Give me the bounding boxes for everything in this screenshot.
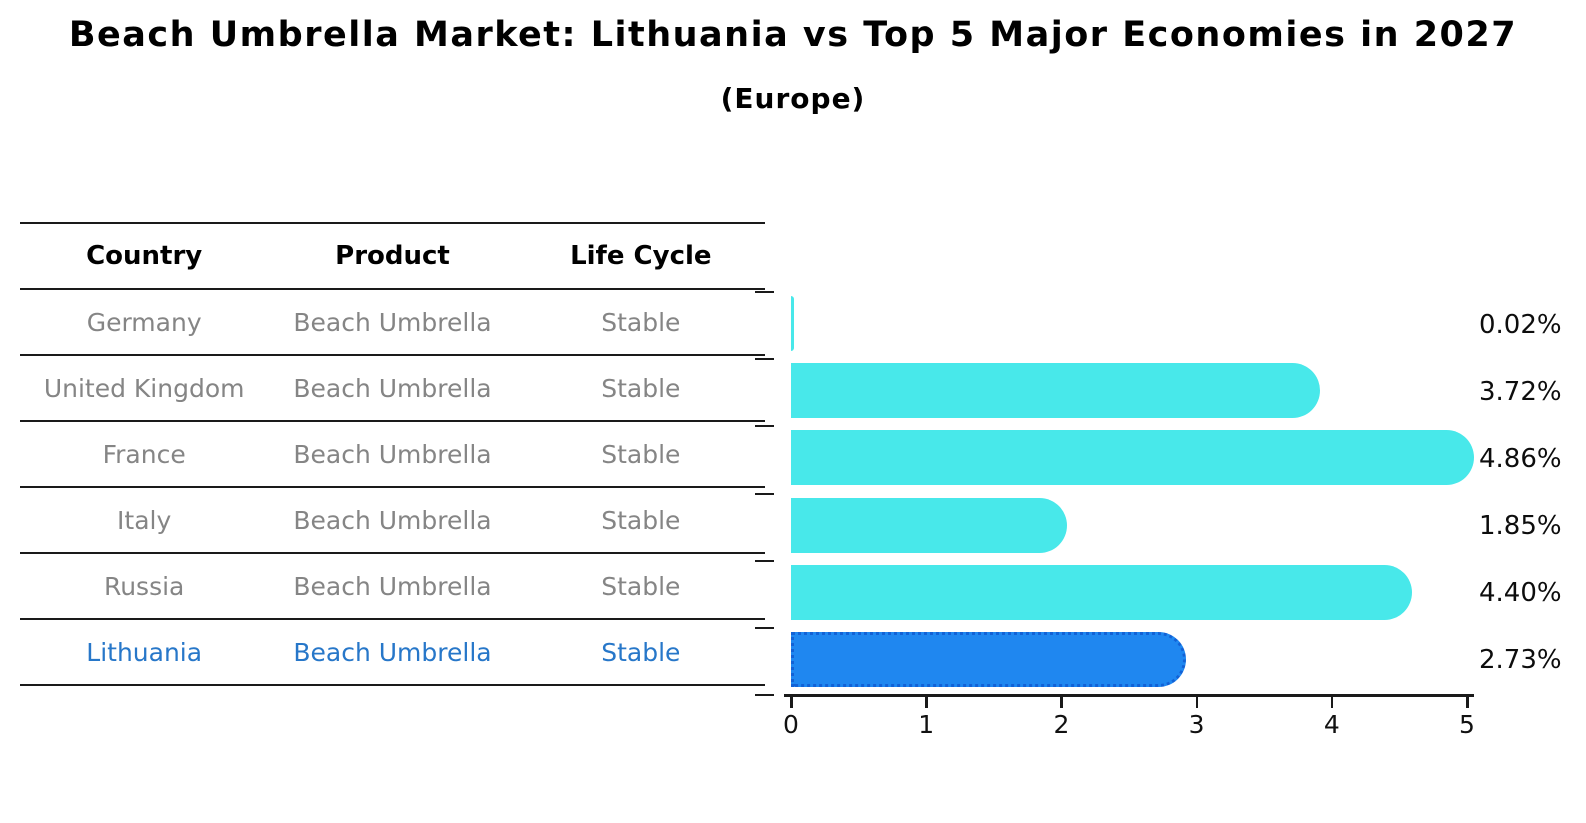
cell-life-cycle: Stable — [601, 505, 681, 535]
bar-france — [791, 430, 1475, 486]
x-axis-label-2: 2 — [1053, 710, 1070, 739]
bar-plot-area — [791, 292, 1475, 695]
header-life-cycle: Life Cycle — [570, 241, 712, 271]
x-axis-label-0: 0 — [783, 710, 799, 739]
chart-title: Beach Umbrella Market: Lithuania vs Top … — [68, 15, 1518, 55]
cell-product: Beach Umbrella — [293, 571, 492, 601]
value-label-france: 4.86% — [1479, 443, 1562, 474]
cell-life-cycle: Stable — [601, 373, 681, 403]
cell-country: Italy — [117, 505, 172, 535]
cell-country: Germany — [86, 307, 202, 337]
value-label-lithuania: 2.73% — [1479, 645, 1562, 676]
y-axis-tick — [755, 492, 774, 495]
x-axis-line — [784, 694, 1474, 697]
cell-country: Lithuania — [86, 637, 203, 667]
x-axis-tick — [1195, 697, 1199, 708]
table-row: Italy Beach Umbrella Stable — [20, 488, 765, 554]
value-label-italy: 1.85% — [1479, 511, 1562, 542]
bar-united-kingdom — [791, 363, 1320, 419]
bar-italy — [791, 497, 1068, 553]
table-row: Germany Beach Umbrella Stable — [20, 290, 765, 356]
x-axis-label-4: 4 — [1323, 710, 1340, 739]
y-axis-tick — [755, 559, 774, 562]
bar-russia — [791, 564, 1412, 620]
cell-life-cycle: Stable — [601, 307, 681, 337]
x-axis-tick — [1060, 697, 1063, 708]
x-axis-tick — [925, 697, 928, 708]
cell-product: Beach Umbrella — [293, 439, 492, 469]
cell-country: France — [102, 439, 186, 469]
y-axis-tick — [755, 358, 774, 361]
cell-life-cycle: Stable — [601, 439, 681, 469]
value-label-germany: 0.02% — [1479, 309, 1562, 340]
table-header-row: Country Product Life Cycle — [20, 224, 765, 290]
bar-germany — [791, 296, 794, 352]
cell-life-cycle: Stable — [601, 637, 681, 667]
y-axis-tick — [755, 291, 774, 293]
table-row: Lithuania Beach Umbrella Stable — [20, 620, 765, 686]
x-axis-tick — [1330, 697, 1334, 708]
x-axis-label-1: 1 — [918, 710, 935, 739]
value-label-russia: 4.40% — [1479, 578, 1562, 609]
cell-product: Beach Umbrella — [293, 637, 492, 667]
table-body: Germany Beach Umbrella Stable United Kin… — [20, 290, 765, 686]
cell-product: Beach Umbrella — [293, 373, 492, 403]
bar-lithuania — [791, 631, 1187, 687]
x-axis-label-5: 5 — [1459, 710, 1475, 739]
cell-country: Russia — [103, 571, 185, 601]
y-axis-tick — [755, 694, 774, 696]
cell-product: Beach Umbrella — [293, 307, 492, 337]
y-axis-tick — [755, 425, 774, 428]
y-axis-tick — [755, 626, 774, 629]
x-axis-tick — [790, 697, 793, 708]
cell-life-cycle: Stable — [601, 571, 681, 601]
country-table: Country Product Life Cycle Germany Beach… — [20, 222, 765, 686]
value-label-united-kingdom: 3.72% — [1479, 376, 1562, 407]
header-country: Country — [86, 241, 203, 271]
cell-product: Beach Umbrella — [293, 505, 492, 535]
table-row: United Kingdom Beach Umbrella Stable — [20, 356, 765, 422]
table-row: France Beach Umbrella Stable — [20, 422, 765, 488]
table-row: Russia Beach Umbrella Stable — [20, 554, 765, 620]
cell-country: United Kingdom — [43, 373, 245, 403]
x-axis-label-3: 3 — [1188, 710, 1205, 739]
x-axis-tick — [1466, 697, 1469, 708]
chart-subtitle: (Europe) — [720, 82, 866, 115]
header-product: Product — [335, 241, 450, 271]
